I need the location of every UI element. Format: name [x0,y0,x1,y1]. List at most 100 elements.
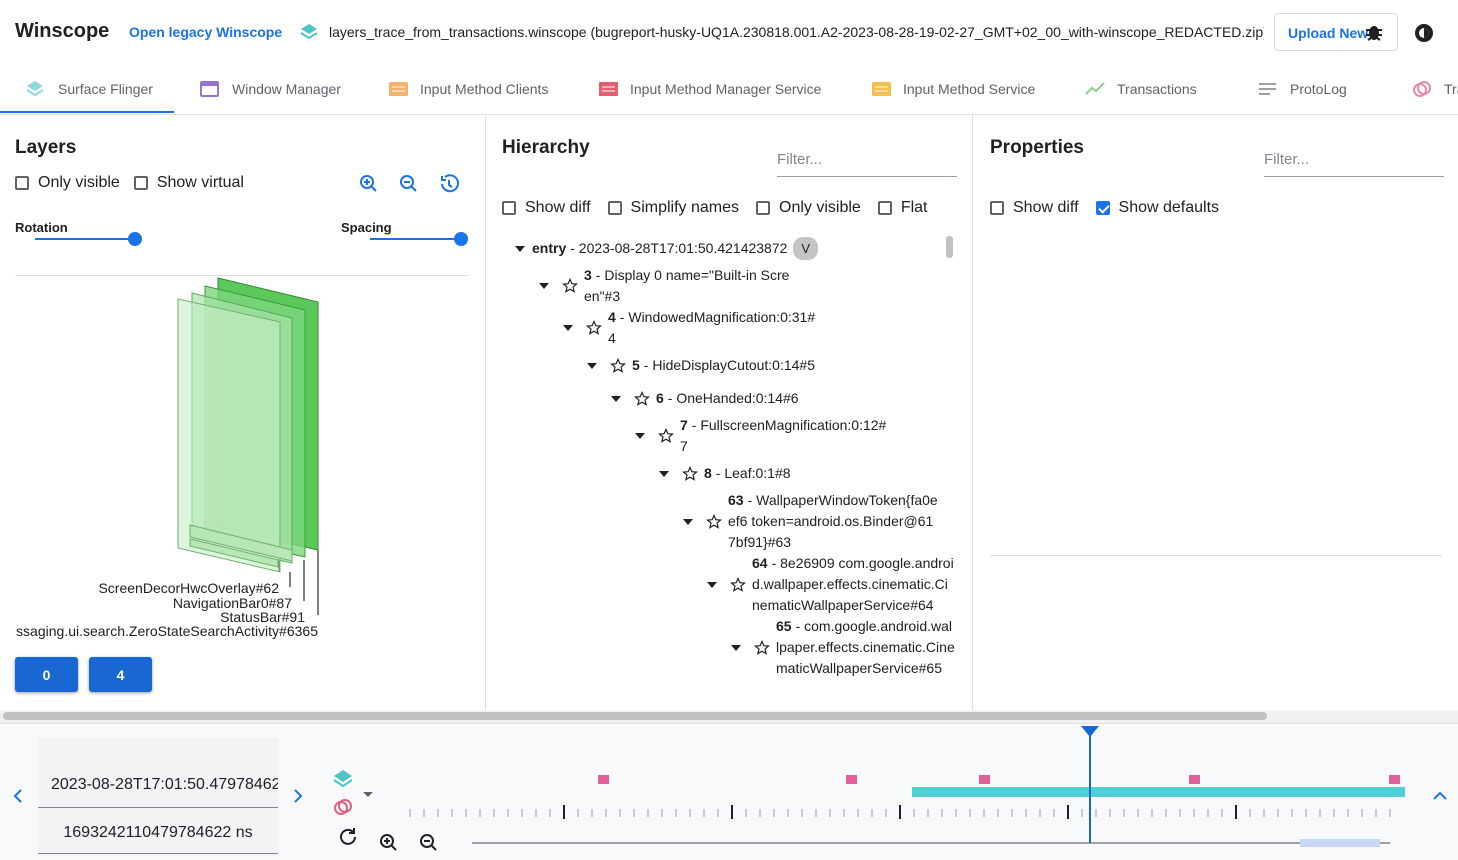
view-controls [360,174,459,193]
star-icon[interactable] [706,513,722,530]
slider-thumb[interactable] [454,232,468,246]
display-button[interactable]: 4 [89,657,152,692]
divider [990,555,1442,556]
checkbox-box [877,201,892,215]
expand-arrow[interactable] [562,324,574,332]
star-icon[interactable] [658,428,674,444]
checkbox[interactable]: Simplify names [607,199,739,217]
tree-node: 6- OneHanded:0:14#6 [502,382,955,415]
star-icon[interactable] [586,320,602,336]
prev-button[interactable] [10,788,26,804]
expand-arrow[interactable] [634,432,646,440]
node-text: 6- OneHanded:0:14#6 [656,388,868,409]
tab[interactable]: Input Method Manager Service [598,66,821,112]
checkbox-checked [1095,201,1110,215]
tab[interactable]: Input Method Service [871,66,1035,112]
tab[interactable]: ProtoLog [1258,66,1347,112]
legacy-link[interactable]: Open legacy Winscope [129,24,283,40]
expand-arrow[interactable] [658,470,670,478]
tree-node: 3- Display 0 name="Built-in Screen"#3 [502,265,955,307]
trace-entry [1389,775,1400,784]
tab[interactable]: Surface Flinger [26,66,153,112]
node-label: - OneHanded:0:14#6 [667,390,799,406]
star-icon[interactable] [730,576,746,593]
zoom-controls[interactable] [378,832,438,854]
expand-arrow[interactable] [586,362,598,370]
checkbox[interactable]: Show defaults [1095,199,1220,217]
trace-entry [1189,775,1200,784]
timestamp-ns-input[interactable]: 1693242110479784622 ns [38,818,278,854]
tab-icon [26,81,44,97]
filter-input[interactable]: Filter... [777,151,957,177]
checkbox[interactable]: Only visible [15,174,120,192]
timeline: 2023-08-28T17:01:50.479784622 1693242110… [0,723,1458,860]
upload-button[interactable]: Upload New [1274,13,1398,51]
expand-arrow[interactable] [706,581,718,589]
node-id: entry [532,240,567,256]
slider-label: Spacing [341,220,392,235]
node-label: - WallpaperWindowToken{fa0eef6 token=and… [728,492,938,550]
node-id: 6 [656,390,664,406]
checkbox-label: Show virtual [156,174,244,191]
tab-icon [1413,81,1431,97]
layers-3d-view [177,277,319,615]
timestamp-input[interactable]: 2023-08-28T17:01:50.479784622 [38,765,278,808]
node-label: - Leaf:0:1#8 [715,465,791,481]
trace-selector[interactable] [330,768,380,858]
star-icon[interactable] [562,278,578,294]
divider [15,275,467,276]
checkbox[interactable]: Show virtual [133,174,244,192]
tab[interactable]: Window Manager [200,66,341,112]
checkbox-label: Show defaults [1118,199,1220,216]
layer-label: ssaging.ui.search.ZeroStateSearchActivit… [16,623,318,639]
slider-track[interactable] [370,238,461,240]
display-button[interactable]: 0 [15,657,78,692]
node-label: - com.google.android.wallpaper.effects.c… [776,618,955,676]
node-text: 5- HideDisplayCutout:0:14#5 [632,355,844,376]
panel-title: Properties [990,137,1084,158]
expand-arrow[interactable] [610,395,622,403]
h-scroll-thumb[interactable] [3,712,1267,720]
slider-track[interactable] [35,238,135,240]
tab[interactable]: Input Method Clients [388,66,548,112]
expand-arrow[interactable] [682,518,694,526]
star-icon[interactable] [682,465,698,482]
theme-icon[interactable] [1413,22,1435,44]
node-id: 64 [752,555,768,571]
star-icon[interactable] [610,357,626,374]
checkbox[interactable]: Show diff [990,199,1079,217]
expand-arrow[interactable] [730,644,742,652]
node-text: 64- 8e26909 com.google.android.wallpaper… [752,553,955,616]
checkbox[interactable]: Show diff [502,199,591,217]
tab[interactable]: Tra [1412,66,1458,112]
star-icon[interactable] [754,639,770,656]
expand-arrow[interactable] [538,282,550,290]
layer-label: ScreenDecorHwcOverlay#62 [98,580,279,596]
bug-icon[interactable] [1364,22,1384,42]
slider-thumb[interactable] [128,232,142,246]
tree-node: 7- FullscreenMagnification:0:12#7 [502,415,955,457]
star-icon[interactable] [634,390,650,407]
tab-label: Surface Flinger [58,81,153,97]
tab-label: ProtoLog [1290,81,1347,97]
tab[interactable]: Transactions [1085,66,1197,112]
filter-input[interactable]: Filter... [1264,151,1444,177]
tab-label: Input Method Manager Service [630,81,822,97]
node-label: - WindowedMagnification:0:31#4 [608,309,816,346]
timeline-track[interactable] [0,724,1458,860]
checkbox[interactable]: Flat [877,199,928,217]
layers-options: Only visible Show virtual [15,174,244,192]
node-text: 4- WindowedMagnification:0:31#4 [608,307,820,349]
tab-icon [389,82,408,96]
next-button[interactable] [290,788,306,804]
expand-arrow[interactable] [514,245,526,253]
hierarchy-tree: entry - 2023-08-28T17:01:50.421423872 V 3- … [502,232,955,690]
checkbox[interactable]: Only visible [756,199,861,217]
trace-entry [598,775,609,784]
tree-node: 65- com.google.android.wallpaper.effects… [502,616,955,679]
tree-scrollbar[interactable] [946,236,953,258]
collapse-button[interactable] [1432,788,1448,804]
